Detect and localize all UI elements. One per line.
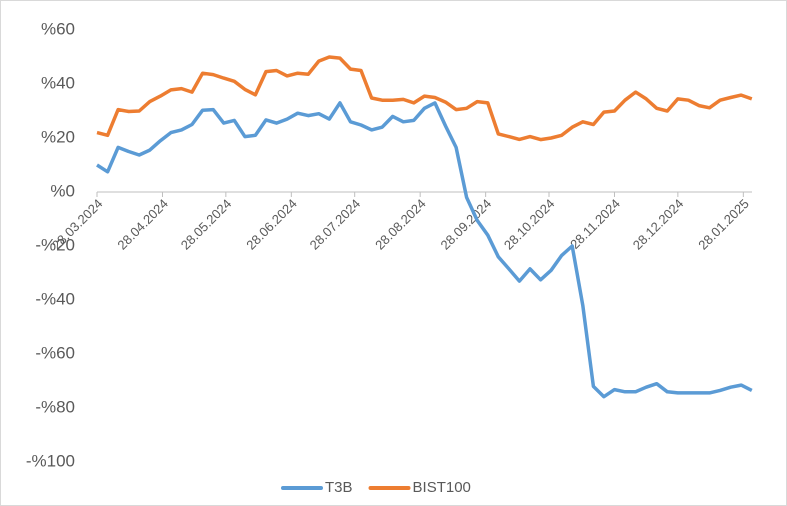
y-tick-label: %40 (41, 73, 75, 92)
y-tick-label: -%60 (35, 343, 75, 362)
y-tick-label: -%20 (35, 235, 75, 254)
legend-label: T3B (325, 479, 353, 496)
y-tick-label: %60 (41, 19, 75, 38)
y-tick-label: -%40 (35, 289, 75, 308)
y-tick-label: -%100 (26, 451, 75, 470)
series-line (96, 101, 753, 399)
legend-label: BIST100 (413, 479, 471, 496)
y-tick-label: %0 (50, 181, 75, 200)
series-line (96, 55, 753, 142)
y-tick-label: %20 (41, 127, 75, 146)
y-tick-label: -%80 (35, 397, 75, 416)
